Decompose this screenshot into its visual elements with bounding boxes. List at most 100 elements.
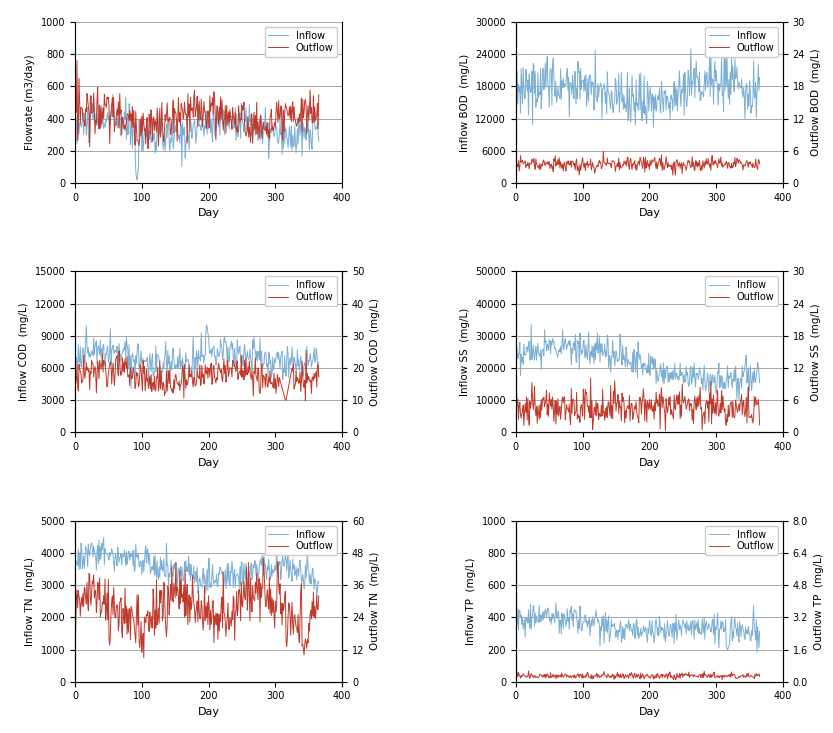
Outflow bbox=[523, 666, 533, 675]
Legend: Inflow, Outflow: Inflow, Outflow bbox=[706, 276, 778, 306]
Inflow bbox=[755, 627, 765, 636]
Outflow bbox=[611, 674, 621, 682]
Inflow bbox=[314, 579, 324, 588]
Outflow bbox=[314, 373, 324, 382]
Y-axis label: Inflow BOD  (mg/L): Inflow BOD (mg/L) bbox=[460, 54, 470, 152]
Outflow bbox=[721, 672, 731, 681]
Inflow bbox=[611, 632, 621, 641]
Outflow bbox=[661, 427, 671, 435]
Inflow bbox=[648, 123, 658, 132]
Inflow bbox=[610, 96, 620, 105]
Inflow bbox=[169, 564, 179, 573]
Inflow bbox=[721, 383, 731, 391]
Inflow bbox=[511, 104, 521, 113]
Outflow bbox=[755, 672, 765, 681]
Inflow bbox=[511, 612, 521, 621]
Outflow bbox=[281, 100, 291, 108]
Inflow bbox=[564, 336, 574, 345]
Inflow bbox=[755, 73, 765, 82]
Outflow bbox=[511, 671, 521, 680]
Outflow bbox=[578, 385, 588, 394]
Outflow bbox=[611, 393, 621, 402]
Line: Inflow: Inflow bbox=[76, 325, 319, 388]
Inflow bbox=[126, 384, 136, 393]
Line: Outflow: Outflow bbox=[516, 671, 760, 679]
Inflow bbox=[314, 358, 324, 366]
Inflow bbox=[609, 347, 619, 356]
X-axis label: Day: Day bbox=[197, 208, 220, 218]
Inflow bbox=[168, 344, 178, 353]
Outflow bbox=[139, 653, 149, 662]
Outflow bbox=[122, 353, 132, 361]
Inflow bbox=[71, 110, 81, 119]
Inflow bbox=[752, 649, 762, 658]
Inflow bbox=[170, 121, 180, 130]
Outflow bbox=[745, 672, 755, 681]
Outflow bbox=[258, 553, 268, 562]
Outflow bbox=[745, 413, 755, 422]
Legend: Inflow, Outflow: Inflow, Outflow bbox=[706, 526, 778, 556]
Inflow bbox=[71, 557, 81, 566]
Inflow bbox=[745, 378, 755, 387]
Line: Inflow: Inflow bbox=[516, 34, 760, 128]
Inflow bbox=[312, 594, 322, 603]
Inflow bbox=[281, 368, 291, 377]
Outflow bbox=[170, 107, 180, 116]
Inflow bbox=[611, 353, 621, 362]
Y-axis label: Inflow TN  (mg/L): Inflow TN (mg/L) bbox=[25, 557, 35, 646]
Y-axis label: Outflow COD  (mg/L): Outflow COD (mg/L) bbox=[370, 298, 380, 406]
Outflow bbox=[511, 386, 521, 394]
Inflow bbox=[304, 356, 314, 365]
Outflow bbox=[137, 637, 147, 646]
Line: Outflow: Outflow bbox=[516, 151, 760, 175]
Outflow bbox=[755, 421, 765, 430]
Inflow bbox=[132, 175, 142, 184]
Line: Inflow: Inflow bbox=[516, 325, 760, 400]
Line: Inflow: Inflow bbox=[516, 603, 760, 653]
Inflow bbox=[314, 137, 324, 146]
Outflow bbox=[301, 397, 311, 405]
Inflow bbox=[169, 137, 179, 146]
Outflow bbox=[169, 128, 179, 137]
Inflow bbox=[169, 363, 179, 372]
Outflow bbox=[586, 374, 596, 383]
Inflow bbox=[71, 366, 81, 375]
Inflow bbox=[138, 354, 148, 363]
Y-axis label: Outflow TP  (mg/L): Outflow TP (mg/L) bbox=[814, 553, 824, 649]
Inflow bbox=[609, 621, 619, 630]
Outflow bbox=[279, 391, 289, 399]
Outflow bbox=[122, 109, 132, 118]
Inflow bbox=[744, 630, 754, 638]
Outflow bbox=[72, 56, 82, 65]
X-axis label: Day: Day bbox=[197, 707, 220, 717]
Outflow bbox=[611, 167, 621, 176]
Y-axis label: Outflow BOD  (mg/L): Outflow BOD (mg/L) bbox=[811, 48, 821, 156]
Outflow bbox=[301, 346, 311, 355]
Outflow bbox=[609, 399, 619, 408]
Inflow bbox=[122, 341, 132, 350]
Y-axis label: Inflow COD  (mg/L): Inflow COD (mg/L) bbox=[19, 303, 29, 401]
Line: Inflow: Inflow bbox=[76, 538, 319, 598]
Inflow bbox=[563, 86, 573, 95]
Y-axis label: Outflow TN  (mg/L): Outflow TN (mg/L) bbox=[370, 552, 380, 650]
Inflow bbox=[721, 615, 731, 624]
Line: Outflow: Outflow bbox=[76, 61, 319, 149]
Outflow bbox=[71, 626, 81, 635]
Inflow bbox=[564, 614, 574, 622]
Legend: Inflow, Outflow: Inflow, Outflow bbox=[706, 27, 778, 56]
X-axis label: Day: Day bbox=[638, 208, 661, 218]
Outflow bbox=[721, 157, 731, 166]
Inflow bbox=[551, 598, 561, 607]
Line: Outflow: Outflow bbox=[76, 558, 319, 658]
Outflow bbox=[314, 592, 324, 600]
Outflow bbox=[563, 405, 573, 413]
Line: Outflow: Outflow bbox=[516, 378, 760, 431]
Outflow bbox=[304, 372, 314, 381]
Outflow bbox=[304, 116, 314, 125]
Legend: Inflow, Outflow: Inflow, Outflow bbox=[265, 526, 337, 556]
Inflow bbox=[745, 76, 755, 85]
Inflow bbox=[526, 320, 536, 329]
Y-axis label: Inflow TP  (mg/L): Inflow TP (mg/L) bbox=[466, 558, 476, 645]
Outflow bbox=[304, 619, 314, 628]
X-axis label: Day: Day bbox=[197, 457, 220, 468]
